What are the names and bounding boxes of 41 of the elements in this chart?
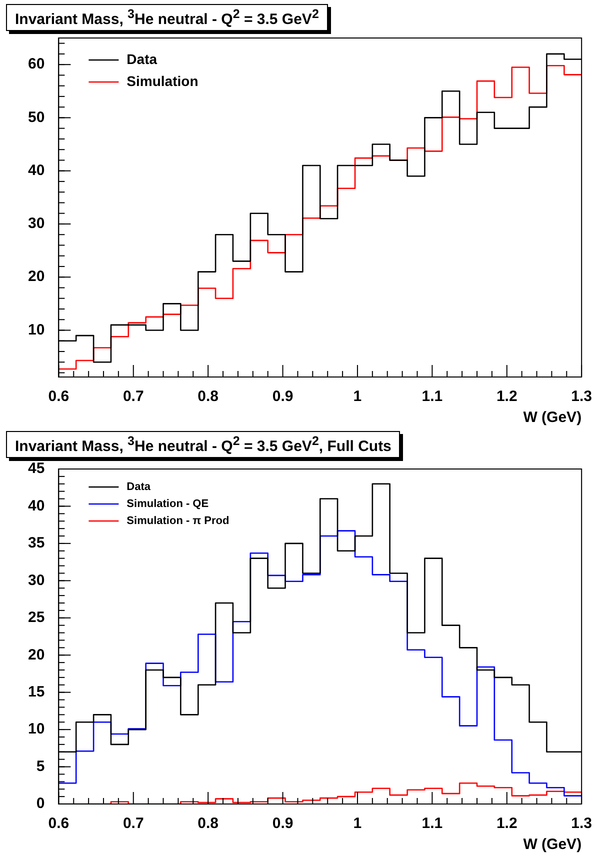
legend-label: Simulation [126, 72, 198, 89]
y-tick-label: 5 [36, 758, 45, 775]
x-tick-label: 1 [353, 388, 362, 406]
x-tick-label: 1.1 [422, 388, 443, 406]
y-tick-label: 0 [36, 795, 45, 812]
y-tick-label: 40 [28, 497, 45, 514]
y-tick-label: 10 [28, 720, 45, 738]
legend-label: Data [126, 481, 152, 494]
x-tick-label: 0.8 [198, 815, 219, 832]
legend-label: Data [126, 50, 158, 67]
x-tick-label: 1 [353, 815, 362, 832]
legend-label: Simulation - QE [126, 498, 209, 510]
y-tick-label: 20 [28, 268, 45, 286]
y-tick-label: 20 [28, 646, 45, 664]
x-tick-label: 0.8 [198, 388, 219, 406]
x-tick-label: 1.3 [571, 815, 592, 832]
legend-label: Simulation - π Prod [126, 515, 230, 528]
chart-title: Invariant Mass, $^{3}$He neutral - Q$^{2}$ = 3.5 GeV$^{2}$, Full Cuts [6, 431, 400, 458]
y-tick-label: 30 [28, 215, 45, 232]
y-tick-label: 25 [28, 609, 45, 626]
x-tick-label: 0.9 [272, 815, 294, 832]
x-axis-title: W (GeV) [523, 409, 582, 426]
y-tick-label: 40 [28, 162, 45, 179]
y-tick-label: 45 [28, 460, 45, 478]
x-axis-title: W (GeV) [523, 836, 582, 854]
y-tick-label: 15 [28, 683, 45, 700]
x-tick-label: 1.3 [571, 388, 592, 406]
x-tick-label: 0.7 [122, 388, 144, 406]
y-tick-label: 50 [28, 108, 45, 126]
y-tick-label: 30 [28, 572, 45, 589]
x-tick-label: 1.2 [496, 388, 518, 406]
chart-title: Invariant Mass, $^{3}$He neutral - Q$^{2}$ = 3.5 GeV$^{2}$ [6, 4, 328, 31]
x-tick-label: 1.2 [496, 815, 518, 832]
y-tick-label: 10 [28, 321, 45, 338]
y-tick-label: 35 [28, 534, 45, 552]
x-tick-label: 0.6 [48, 815, 70, 832]
x-tick-label: 0.9 [272, 388, 294, 406]
x-tick-label: 0.7 [122, 815, 144, 832]
y-tick-label: 60 [28, 56, 45, 73]
x-tick-label: 1.1 [422, 815, 443, 832]
x-tick-label: 0.6 [48, 388, 70, 406]
